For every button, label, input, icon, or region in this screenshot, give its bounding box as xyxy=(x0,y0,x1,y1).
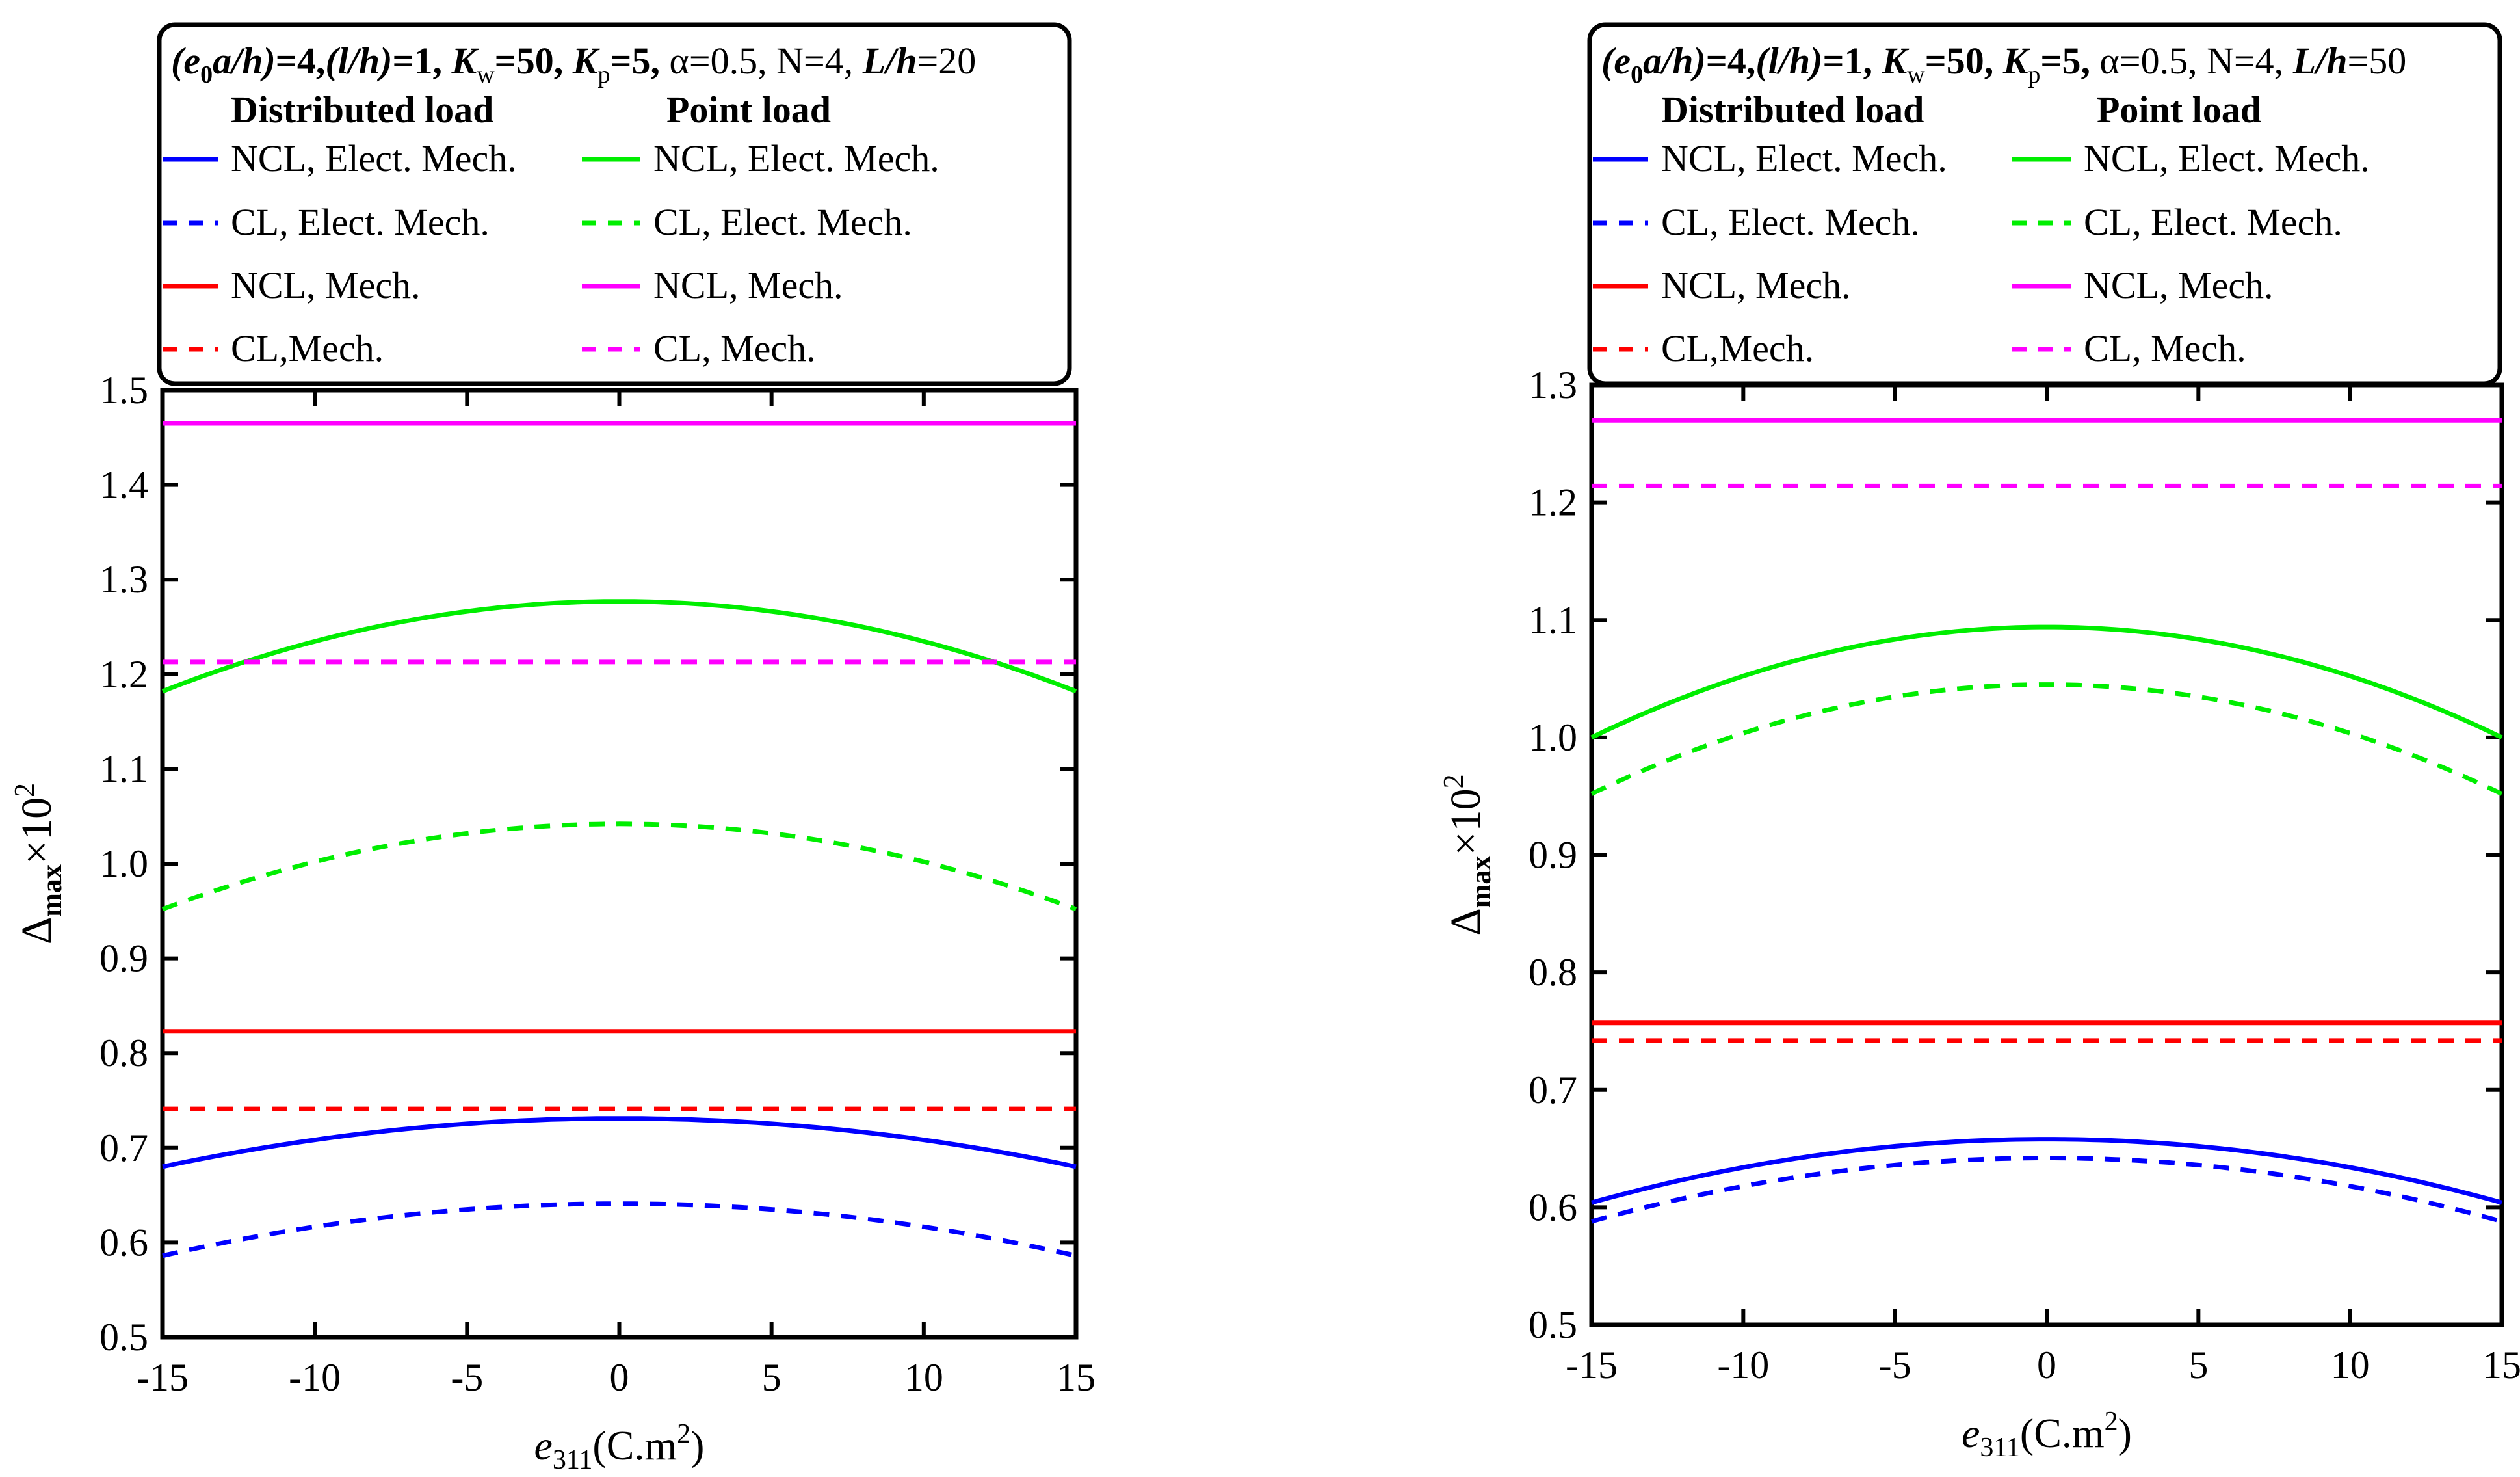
chart1-xtick-label: -5 xyxy=(451,1356,483,1399)
chart1-ytick-label: 1.5 xyxy=(99,369,148,412)
chart1-ytick-label: 1.3 xyxy=(99,558,148,601)
chart1: (e0a/h)=4,(l/h)=1, Kw=50, Kp=5, α=0.5, N… xyxy=(8,22,1096,1475)
chart2-legend-label-distributed-4: CL,Mech. xyxy=(1661,327,1814,369)
chart2-legend-label-point-4: CL, Mech. xyxy=(2084,327,2246,369)
chart1-ytick-label: 0.6 xyxy=(99,1221,148,1264)
chart1-series-5 xyxy=(161,599,1077,694)
chart1-legend-label-distributed-4: CL,Mech. xyxy=(231,327,384,369)
chart2-legend-label-distributed-1: NCL, Elect. Mech. xyxy=(1661,137,1947,180)
chart1-legend-label-point-1: NCL, Elect. Mech. xyxy=(653,137,939,180)
chart1-title: (e0a/h)=4,(l/h)=1, Kw=50, Kp=5, α=0.5, N… xyxy=(171,40,976,88)
chart2-xtick-label: 15 xyxy=(2482,1344,2520,1387)
chart1-legend-box xyxy=(157,22,1072,386)
chart2-legend-header-point: Point load xyxy=(2097,88,2261,131)
chart2-title: (e0a/h)=4,(l/h)=1, Kw=50, Kp=5, α=0.5, N… xyxy=(1601,40,2406,88)
chart2-ytick-label: 0.9 xyxy=(1529,834,1577,877)
chart1-legend-label-distributed-3: NCL, Mech. xyxy=(231,264,421,306)
chart2-xtick-label: 5 xyxy=(2188,1344,2208,1387)
chart1-legend-label-point-2: CL, Elect. Mech. xyxy=(653,201,912,243)
chart2-plot-frame xyxy=(1589,382,2504,1327)
chart1-series-6 xyxy=(161,821,1077,912)
chart2-legend-label-point-1: NCL, Elect. Mech. xyxy=(2084,137,2370,180)
chart2-ytick-label: 1.3 xyxy=(1529,364,1577,406)
chart2-legend-label-distributed-2: CL, Elect. Mech. xyxy=(1661,201,1920,243)
chart1-y-axis-label: Δmax×102 xyxy=(8,783,68,944)
chart1-legend-header-distributed: Distributed load xyxy=(231,88,493,131)
chart1-xtick-label: 15 xyxy=(1057,1356,1096,1399)
chart1-legend-label-point-4: CL, Mech. xyxy=(653,327,816,369)
chart1-ytick-label: 0.8 xyxy=(99,1031,148,1074)
chart2-ytick-label: 0.8 xyxy=(1529,951,1577,994)
chart1-legend-label-distributed-1: NCL, Elect. Mech. xyxy=(231,137,517,180)
chart2-y-axis-label: Δmax×102 xyxy=(1437,774,1497,935)
chart1-series-2 xyxy=(162,1201,1077,1258)
chart2-series-1 xyxy=(1591,1137,2502,1205)
chart2-xtick-label: -10 xyxy=(1717,1344,1769,1387)
chart2-xtick-label: -5 xyxy=(1879,1344,1911,1387)
chart1-x-axis-label: e311(C.m2) xyxy=(534,1419,705,1475)
chart1-xtick-label: 5 xyxy=(762,1356,781,1399)
chart1-ytick-label: 0.5 xyxy=(99,1316,148,1359)
chart2: (e0a/h)=4,(l/h)=1, Kw=50, Kp=5, α=0.5, N… xyxy=(1437,22,2520,1463)
chart2-xtick-label: -15 xyxy=(1566,1344,1618,1387)
chart2-legend-label-distributed-3: NCL, Mech. xyxy=(1661,264,1851,306)
chart1-ytick-label: 1.2 xyxy=(99,653,148,696)
chart2-ytick-label: 1.0 xyxy=(1529,716,1577,759)
chart2-ytick-label: 0.5 xyxy=(1529,1303,1577,1346)
chart1-xtick-label: 0 xyxy=(610,1356,629,1399)
chart2-ytick-label: 0.6 xyxy=(1529,1186,1577,1229)
chart2-series-6 xyxy=(1590,682,2503,796)
chart1-legend-label-point-3: NCL, Mech. xyxy=(653,264,843,306)
chart2-ytick-label: 1.1 xyxy=(1529,598,1577,641)
chart2-x-axis-label: e311(C.m2) xyxy=(1962,1407,2132,1463)
chart2-ytick-label: 1.2 xyxy=(1529,481,1577,524)
chart2-ytick-label: 0.7 xyxy=(1529,1069,1577,1111)
chart2-series-5 xyxy=(1590,624,2503,740)
chart2-legend-label-point-2: CL, Elect. Mech. xyxy=(2084,201,2343,243)
chart2-legend-label-point-3: NCL, Mech. xyxy=(2084,264,2274,306)
chart1-xtick-label: -15 xyxy=(137,1356,189,1399)
chart1-ytick-label: 1.0 xyxy=(99,842,148,885)
chart1-ytick-label: 1.1 xyxy=(99,747,148,790)
chart1-legend-header-point: Point load xyxy=(666,88,831,131)
chart1-series-1 xyxy=(162,1116,1077,1169)
chart1-ytick-label: 0.9 xyxy=(99,937,148,980)
chart1-ytick-label: 1.4 xyxy=(99,464,148,507)
chart1-xtick-label: 10 xyxy=(904,1356,943,1399)
chart2-xtick-label: 10 xyxy=(2331,1344,2370,1387)
chart2-series-2 xyxy=(1591,1156,2502,1224)
chart1-xtick-label: -10 xyxy=(289,1356,341,1399)
chart2-legend-header-distributed: Distributed load xyxy=(1661,88,1924,131)
chart2-xtick-label: 0 xyxy=(2037,1344,2056,1387)
chart1-legend-label-distributed-2: CL, Elect. Mech. xyxy=(231,201,490,243)
chart1-ytick-label: 0.7 xyxy=(99,1126,148,1169)
